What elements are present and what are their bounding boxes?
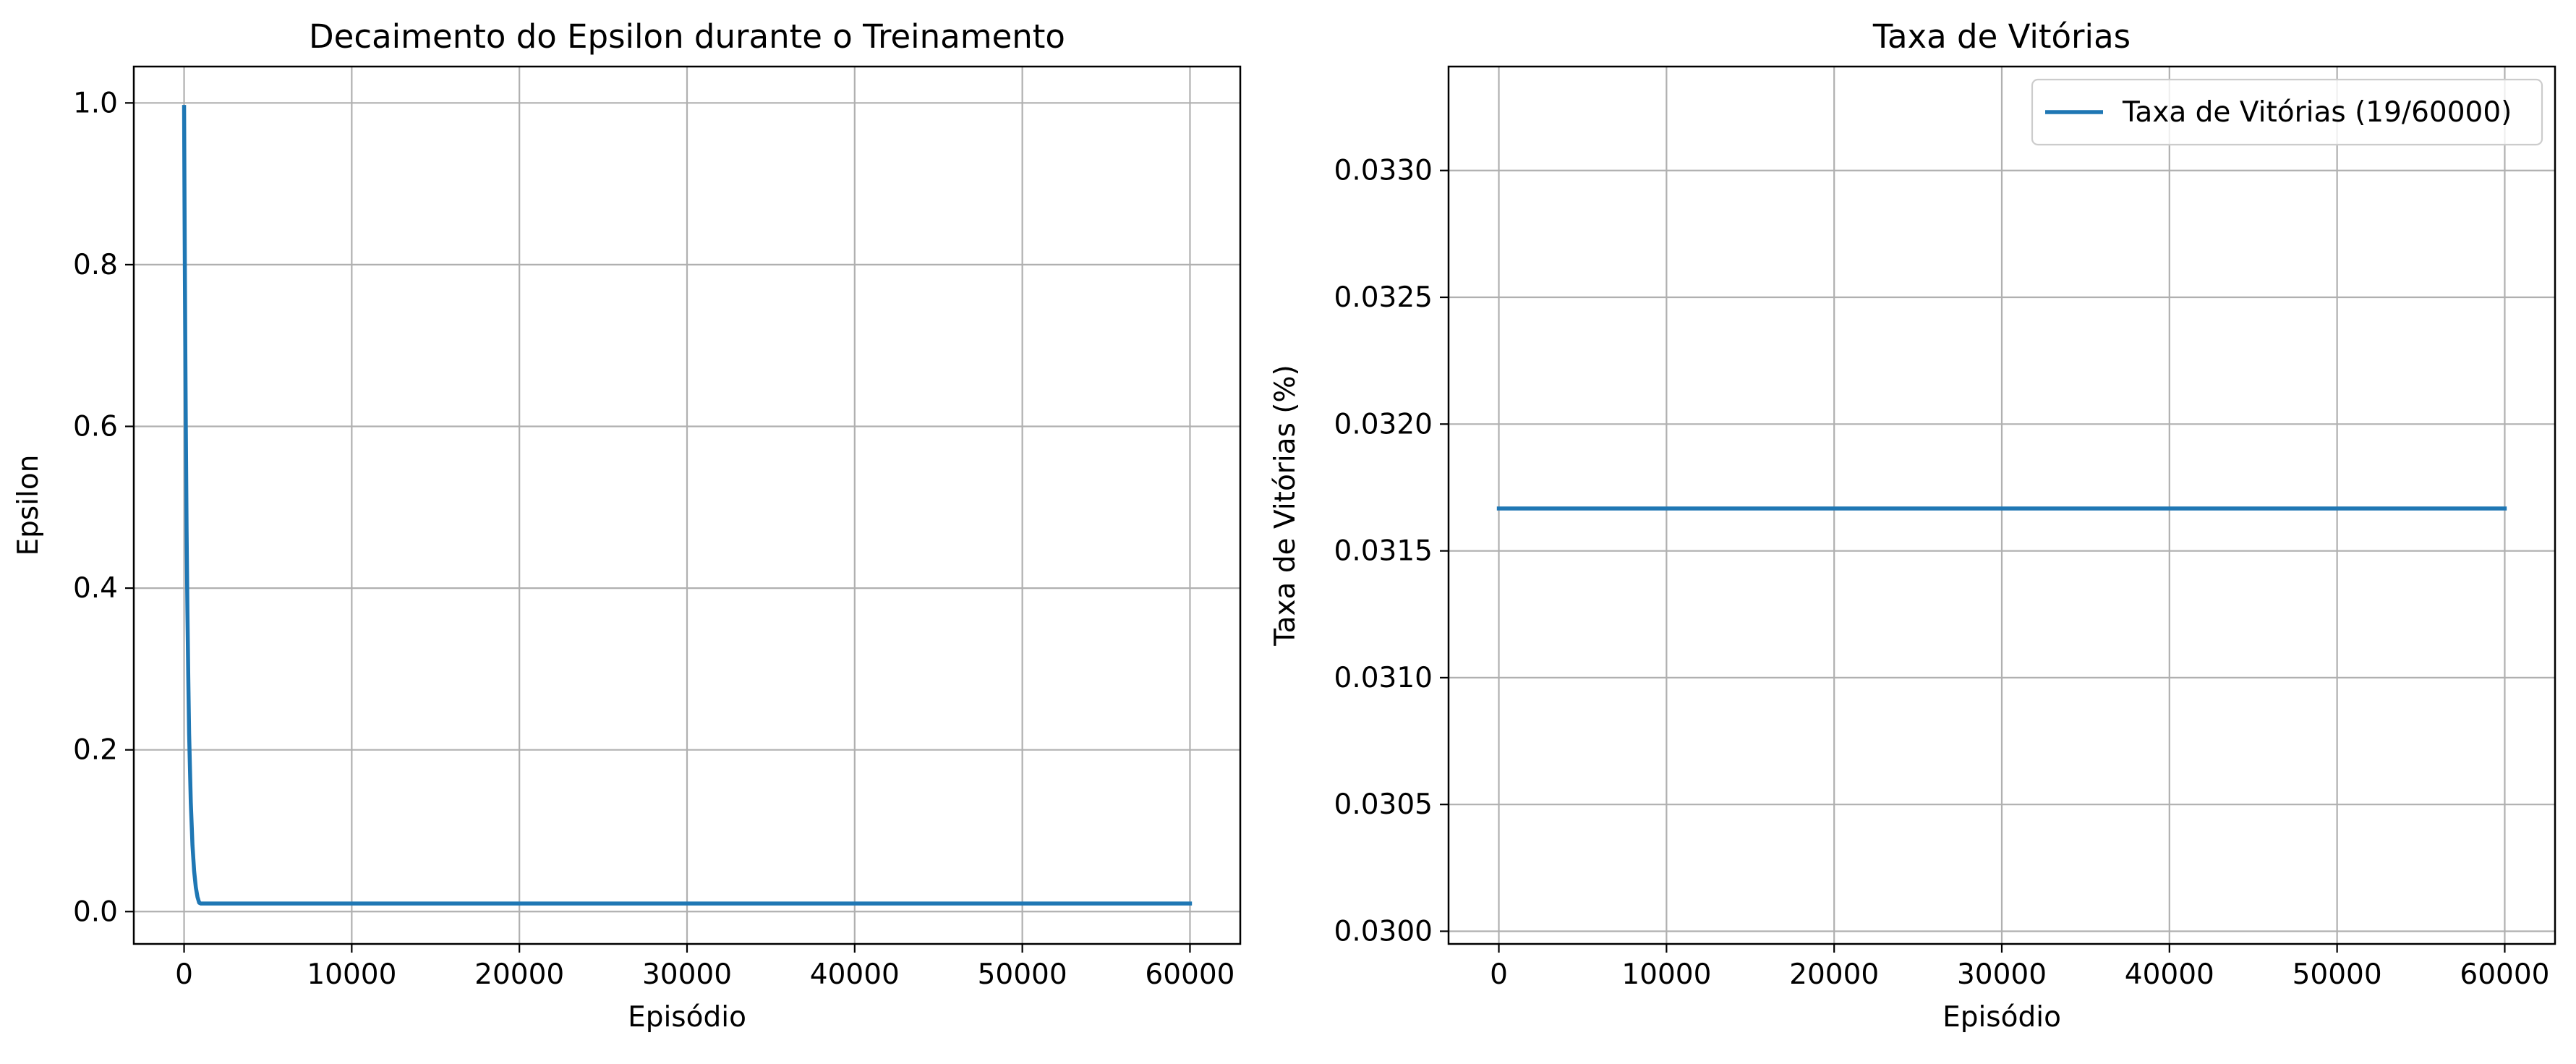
chart-2-legend-box [2031, 78, 2543, 146]
chart-1-y-tick-label: 0.2 [73, 734, 118, 767]
chart-2-x-tick-label: 0 [1490, 958, 1508, 991]
chart-1-x-tick-label: 0 [175, 958, 193, 991]
chart-2-legend: Taxa de Vitórias (19/60000) [2031, 78, 2543, 146]
chart-2-title: Taxa de Vitórias [1872, 17, 2131, 56]
chart-2-y-tick-label: 0.0300 [1334, 915, 1433, 948]
chart-1-x-tick-label: 20000 [474, 958, 564, 991]
chart-2-x-tick-label: 10000 [1621, 958, 1711, 991]
chart-1-panel: 0 10000 20000 30000 40000 50000 60000 0.0 0.2 0.4… [12, 17, 1242, 1034]
chart-1-y-tick-label: 0.4 [73, 572, 118, 605]
chart-2-y-tick-label: 0.0310 [1334, 662, 1433, 694]
chart-2-y-axis-label: Taxa de Vitórias (%) [1269, 365, 1302, 647]
chart-1-y-tick-label: 0.6 [73, 410, 118, 443]
chart-1-series-line [182, 105, 1193, 906]
chart-2-y-tick-label: 0.0330 [1334, 155, 1433, 187]
chart-1-x-tick-label: 50000 [978, 958, 1067, 991]
chart-1-x-tick-label: 30000 [642, 958, 732, 991]
chart-2-x-tick-label: 20000 [1789, 958, 1879, 991]
chart-1-y-tick-label: 0.0 [73, 895, 118, 928]
chart-2-y-tick-label: 0.0320 [1334, 408, 1433, 441]
chart-2-x-tick-label: 50000 [2293, 958, 2382, 991]
chart-2-y-tick-label: 0.0325 [1334, 281, 1433, 314]
chart-2-x-axis-label: Episódio [1942, 1001, 2061, 1034]
chart-1-y-tick-label: 1.0 [73, 87, 118, 119]
chart-2-legend-label: Taxa de Vitórias (19/60000) [2122, 96, 2512, 129]
chart-1-x-tick-label: 40000 [810, 958, 900, 991]
chart-2-y-tick-label: 0.0305 [1334, 788, 1433, 821]
chart-1-title: Decaimento do Epsilon durante o Treiname… [309, 17, 1065, 56]
chart-1-y-tick-label: 0.8 [73, 249, 118, 281]
chart-2-y-tick-label: 0.0315 [1334, 535, 1433, 568]
chart-1-x-tick-label: 60000 [1145, 958, 1234, 991]
chart-1-x-tick-label: 10000 [307, 958, 396, 991]
chart-1-x-axis-label: Episódio [628, 1001, 746, 1034]
chart-2-x-tick-label: 60000 [2460, 958, 2549, 991]
chart-1-y-axis-label: Epsilon [12, 455, 45, 556]
chart-2-x-tick-label: 30000 [1957, 958, 2047, 991]
chart-2-x-tick-label: 40000 [2125, 958, 2214, 991]
chart-2-panel: 0 10000 20000 30000 40000 50000 60000 0.0300 0.0… [1269, 17, 2556, 1034]
